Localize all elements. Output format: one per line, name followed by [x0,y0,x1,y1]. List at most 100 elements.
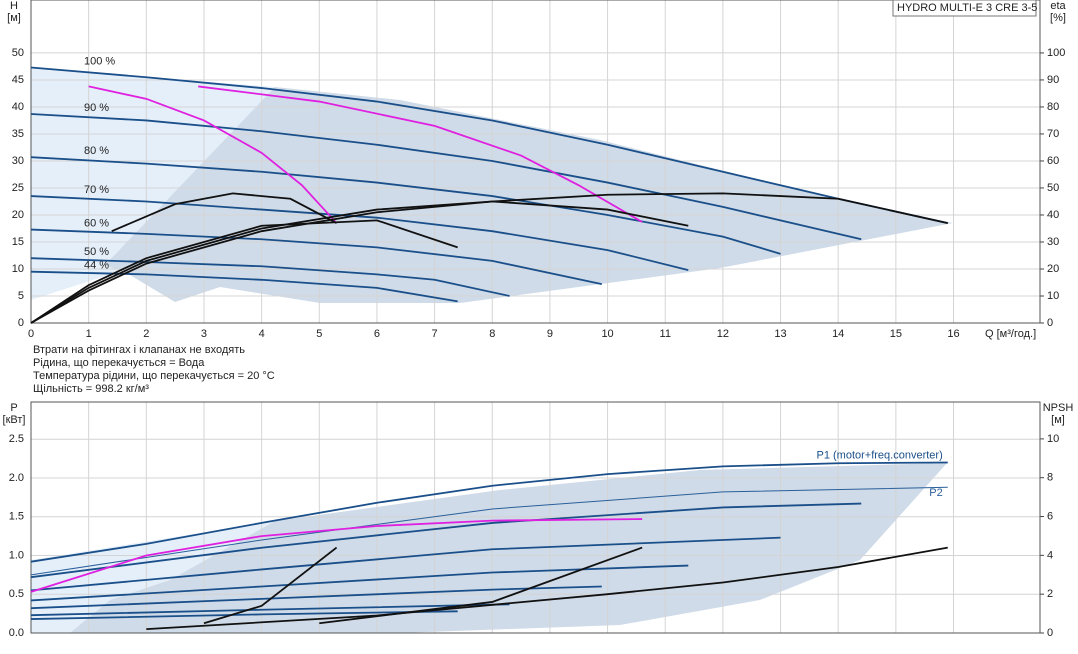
curve [30,270,458,303]
x-tick-label: 4 [259,328,265,340]
curve [111,192,338,233]
x-tick-label: 11 [660,328,671,340]
curve [30,486,948,576]
x-tick-label: 1 [86,328,92,340]
y2-tick-label: 70 [1047,128,1059,140]
series-label: P1 (motor+freq.converter) [816,449,942,461]
y-tick-label: 10 [12,263,24,275]
y2-tick-label: 10 [1047,290,1059,302]
curve [30,564,689,602]
y-tick-label: 0.5 [9,588,24,600]
x-tick-label: 16 [947,328,959,340]
note: Щільність = 998.2 кг/м³ [33,383,149,395]
y-tick-label: 0.0 [9,627,24,639]
x-tick-label: 15 [890,328,902,340]
plot-frame [30,0,1041,324]
x-tick-label: 12 [717,328,729,340]
y-tick-label: 15 [12,236,24,248]
series-label: P2 [929,487,942,499]
y-label: H [10,0,18,12]
y2-label: NPSH [1043,402,1074,414]
curve [30,536,781,592]
y2-tick-label: 0 [1047,627,1053,639]
curve [30,610,458,620]
y-tick-label: 50 [12,47,24,59]
curve [30,228,602,285]
y2-tick-label: 6 [1047,510,1053,522]
curve [30,585,602,610]
x-tick-label: 3 [201,328,207,340]
y2-tick-label: 40 [1047,209,1059,221]
y2-tick-label: 80 [1047,101,1059,113]
series-label: 100 % [84,55,115,67]
y-tick-label: 2.5 [9,433,24,445]
curve [30,156,781,255]
y-tick-label: 45 [12,74,24,86]
y-tick-label: 2.0 [9,472,24,484]
y-tick-label: 0 [18,317,24,329]
x-tick-label: 9 [547,328,553,340]
curve [30,518,643,593]
y2-tick-label: 30 [1047,236,1059,248]
series-label: 90 % [84,102,109,114]
curve [30,461,948,563]
curve [203,546,338,625]
curve [30,195,689,271]
y2-tick-label: 8 [1047,472,1053,484]
y-tick-label: 35 [12,128,24,140]
x-tick-label: 6 [374,328,380,340]
series-label: 44 % [84,260,109,272]
x-label: Q [м³/год.] [985,328,1036,340]
y2-tick-label: 2 [1047,588,1053,600]
y2-tick-label: 20 [1047,263,1059,275]
x-tick-label: 10 [601,328,613,340]
y-tick-label: 25 [12,182,24,194]
series-label: 50 % [84,246,109,258]
curve [30,200,689,324]
y-label: P [10,402,17,414]
curve [30,603,510,617]
y2-unit: [м] [1051,414,1065,426]
curve [30,192,948,324]
note: Рідина, що перекачується = Вода [33,357,205,369]
y2-tick-label: 90 [1047,74,1059,86]
chart-title: HYDRO MULTI-E 3 CRE 3-5 [897,2,1037,14]
y2-tick-label: 60 [1047,155,1059,167]
y2-tick-label: 0 [1047,317,1053,329]
note: Втрати на фітингах і клапанах не входять [33,344,245,356]
y2-tick-label: 50 [1047,182,1059,194]
x-tick-label: 5 [316,328,322,340]
y2-unit: [%] [1050,12,1066,24]
note: Температура рідини, що перекачується = 2… [33,370,275,382]
curve [198,85,643,223]
y2-tick-label: 10 [1047,433,1059,445]
x-tick-label: 0 [28,328,34,340]
y2-tick-label: 100 [1047,47,1065,59]
x-tick-label: 7 [432,328,438,340]
curve [30,257,510,297]
curve [319,546,643,625]
x-tick-label: 13 [774,328,786,340]
y2-tick-label: 4 [1047,549,1053,561]
x-tick-label: 8 [489,328,495,340]
series-label: 80 % [84,145,109,157]
curve [30,219,458,324]
curve [30,502,862,579]
range-area [105,87,953,303]
y-tick-label: 1.0 [9,549,24,561]
y-tick-label: 20 [12,209,24,221]
title-box [892,0,1037,17]
series-label: 60 % [84,217,109,229]
series-label: 70 % [84,184,109,196]
y-tick-label: 40 [12,101,24,113]
curve [30,66,948,224]
x-tick-label: 14 [832,328,844,340]
y-tick-label: 5 [18,290,24,302]
plot-frame [30,401,1041,634]
curve [30,113,862,241]
y-unit: [кВт] [3,414,26,426]
curve [146,546,948,631]
y-tick-label: 30 [12,155,24,167]
